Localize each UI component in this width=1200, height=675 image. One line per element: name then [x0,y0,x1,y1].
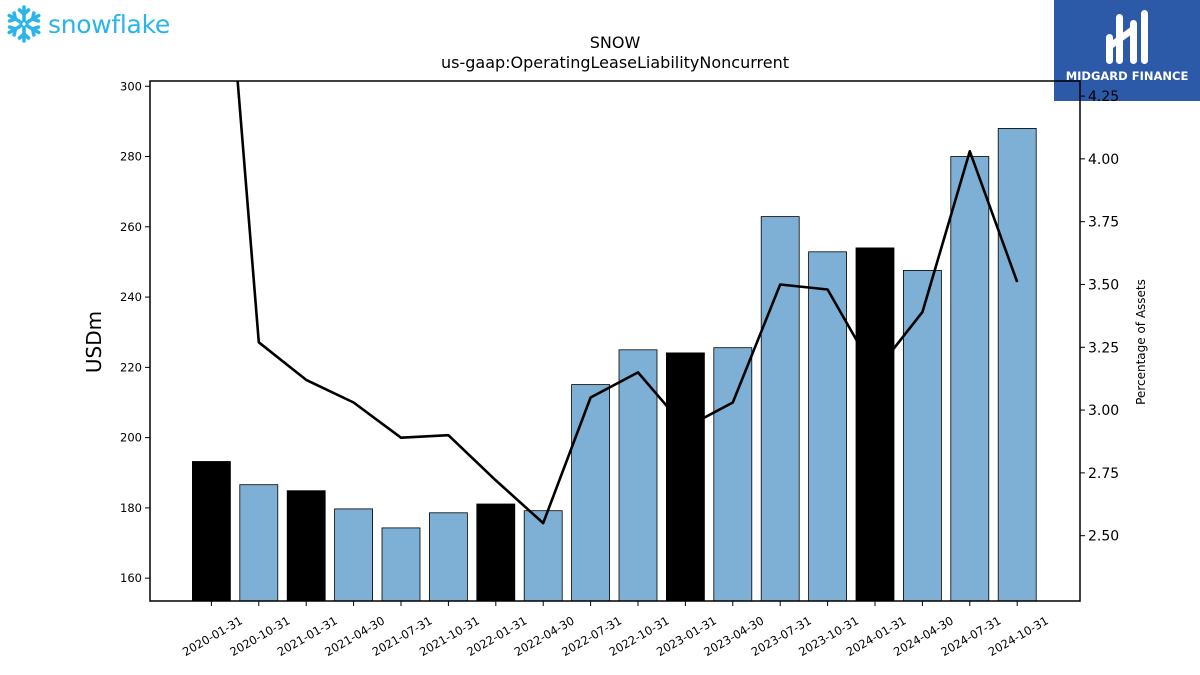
y2-tick-label: 3.00 [1088,403,1119,419]
midgard-finance-logo: MIDGARD FINANCE [1054,0,1200,101]
y-tick-label: 280 [120,150,142,164]
bar-2021-07-31 [381,527,421,601]
bar-2024-10-31 [997,127,1037,601]
y-tick-label: 180 [120,501,142,515]
bar-2021-04-30 [334,508,374,601]
chart-subtitle: us-gaap:OperatingLeaseLiabilityNoncurren… [441,53,789,72]
bar-2022-07-31 [571,384,610,601]
y2-tick-label: 3.50 [1088,277,1119,293]
y-axis-label: USDm [82,311,106,373]
snowflake-logo: snowflake [4,4,170,44]
y2-tick-label: 2.50 [1088,529,1119,545]
midgard-monogram-icon [1106,10,1148,64]
bar-2020-01-31 [191,461,231,601]
percentage-of-assets-line [236,81,1019,525]
snowflake-icon [7,5,41,43]
y2-tick-label: 3.25 [1088,340,1119,356]
bar-2023-10-31 [808,251,847,601]
bar-2023-04-30 [713,347,753,601]
bar-2023-01-31 [666,352,705,601]
y-tick-label: 260 [120,220,142,234]
y2-tick-label: 4.00 [1088,152,1119,168]
bar-2023-07-31 [760,216,800,601]
midgard-finance-logo-text: MIDGARD FINANCE [1065,69,1189,83]
bar-2021-10-31 [428,512,468,601]
y2-axis-label: Percentage of Assets [1134,279,1148,405]
plot-frame [149,80,1081,602]
bar-2024-04-30 [903,269,942,601]
bar-2024-07-31 [950,156,990,601]
bar-2024-01-31 [855,247,895,601]
bar-2020-10-31 [239,484,279,601]
bar-2021-01-31 [286,490,326,601]
y-tick-label: 240 [120,290,142,304]
bar-2022-01-31 [476,503,516,601]
y-tick-label: 160 [120,571,142,585]
y-tick-label: 300 [120,79,142,93]
chart-title: SNOW [590,33,641,52]
y2-tick-label: 2.75 [1088,466,1119,482]
snowflake-logo-text: snowflake [48,9,170,39]
y-tick-label: 200 [120,431,142,445]
bar-2022-10-31 [618,349,658,601]
y2-tick-label: 3.75 [1088,215,1119,231]
y-tick-label: 220 [120,360,142,374]
bar-2022-04-30 [523,510,563,601]
y2-tick-label: 4.25 [1088,89,1119,105]
